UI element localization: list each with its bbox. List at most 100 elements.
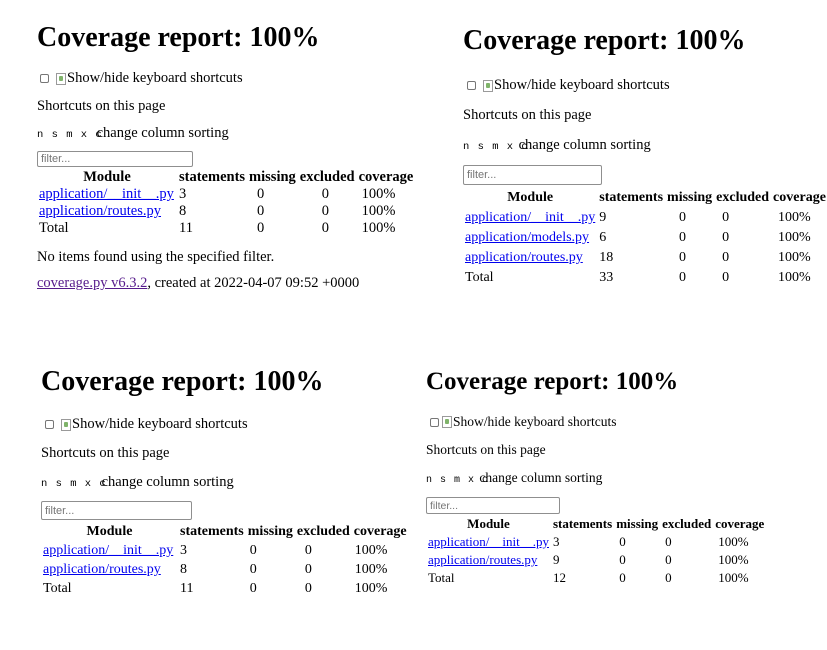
col-coverage[interactable]: coverage [358, 169, 414, 185]
total-statements: 12 [552, 570, 566, 585]
sort-label: change column sorting [518, 137, 651, 153]
module-link[interactable]: application/__init__.py [428, 534, 549, 549]
total-excluded: 0 [304, 581, 312, 596]
module-cell: application/routes.py [37, 203, 177, 220]
module-link[interactable]: application/models.py [465, 230, 590, 245]
table-header-row: Module statements missing excluded cover… [37, 169, 415, 186]
col-module[interactable]: Module [86, 524, 133, 539]
table-header-row: Module statements missing excluded cover… [426, 515, 766, 533]
col-excluded[interactable]: excluded [662, 516, 712, 531]
col-module[interactable]: Module [83, 169, 131, 185]
shortcuts-heading: Shortcuts on this page [37, 98, 166, 114]
col-missing[interactable]: missing [616, 516, 659, 531]
shortcuts-heading: Shortcuts on this page [426, 442, 546, 457]
coverage-table: Module statements missing excluded cover… [37, 169, 415, 237]
statements-cell: 3 [552, 534, 560, 549]
total-excluded: 0 [665, 570, 672, 585]
table-row: application/routes.py 18 0 0 100% [463, 248, 827, 268]
filter-input[interactable]: filter... [463, 165, 602, 185]
excluded-cell: 0 [722, 210, 730, 225]
statements-cell: 9 [552, 552, 560, 567]
module-link[interactable]: application/__init__.py [465, 210, 596, 225]
total-row: Total 33 0 0 100% [463, 268, 827, 288]
module-cell: application/routes.py [463, 248, 597, 268]
col-excluded[interactable]: excluded [299, 169, 355, 185]
total-missing: 0 [249, 581, 257, 596]
keyboard-icon [442, 416, 452, 428]
filter-input[interactable]: filter... [37, 151, 193, 167]
col-statements[interactable]: statements [552, 516, 613, 531]
statements-cell: 3 [180, 543, 187, 558]
excluded-cell: 0 [304, 562, 312, 577]
shortcuts-heading: Shortcuts on this page [41, 445, 170, 461]
col-excluded[interactable]: excluded [296, 524, 350, 539]
total-statements: 11 [180, 581, 194, 596]
module-link[interactable]: application/__init__.py [39, 186, 174, 202]
module-cell: application/__init__.py [426, 533, 551, 551]
coverage-table: Module statements missing excluded cover… [426, 515, 766, 587]
module-link[interactable]: application/routes.py [43, 562, 161, 577]
coverage-table: Module statements missing excluded cover… [41, 522, 409, 598]
total-coverage: 100% [778, 270, 811, 285]
total-excluded: 0 [321, 220, 330, 236]
shortcuts-checkbox[interactable] [430, 417, 439, 427]
module-link[interactable]: application/routes.py [39, 203, 162, 219]
shortcuts-toggle[interactable]: Show/hide keyboard shortcuts [40, 70, 415, 87]
table-header-row: Module statements missing excluded cover… [463, 188, 827, 208]
filter-input[interactable]: filter... [426, 497, 560, 514]
coverage-py-link[interactable]: coverage.py v6.3.2 [37, 275, 148, 291]
col-module[interactable]: Module [507, 190, 554, 205]
total-statements: 33 [599, 270, 614, 285]
module-link[interactable]: application/__init__.py [43, 543, 174, 558]
col-statements[interactable]: statements [179, 169, 246, 185]
col-coverage[interactable]: coverage [353, 524, 407, 539]
col-statements[interactable]: statements [180, 524, 244, 539]
col-missing[interactable]: missing [249, 169, 296, 185]
coverage-report-panel-4: Coverage report: 100% Show/hide keyboard… [426, 369, 766, 587]
table-row: application/__init__.py 3 0 0 100% [37, 186, 415, 203]
col-missing[interactable]: missing [247, 524, 293, 539]
module-link[interactable]: application/routes.py [465, 250, 583, 265]
coverage-report-panel-3: Coverage report: 100% Show/hide keyboard… [41, 368, 409, 598]
filter-input[interactable]: filter... [41, 501, 192, 520]
total-row: Total 12 0 0 100% [426, 569, 766, 587]
shortcuts-checkbox[interactable] [45, 420, 54, 429]
col-module[interactable]: Module [467, 516, 510, 531]
shortcuts-toggle-label: Show/hide keyboard shortcuts [453, 414, 617, 429]
col-missing[interactable]: missing [667, 190, 713, 205]
total-statements: 11 [179, 220, 193, 236]
col-statements[interactable]: statements [599, 190, 664, 205]
coverage-report-panel-1: Coverage report: 100% Show/hide keyboard… [37, 24, 415, 292]
coverage-cell: 100% [778, 250, 811, 265]
shortcuts-checkbox[interactable] [467, 81, 476, 90]
missing-cell: 0 [619, 552, 626, 567]
sort-keys: n s m x c [463, 141, 529, 153]
statements-cell: 18 [599, 250, 614, 265]
report-title: Coverage report: 100% [463, 25, 746, 56]
sort-shortcut-row: n s m x c change column sorting [463, 137, 827, 154]
shortcuts-toggle-label: Show/hide keyboard shortcuts [494, 77, 670, 93]
sort-shortcut-row: n s m x c change column sorting [37, 125, 415, 142]
col-coverage[interactable]: coverage [715, 516, 765, 531]
missing-cell: 0 [257, 186, 265, 202]
shortcuts-toggle[interactable]: Show/hide keyboard shortcuts [467, 77, 827, 94]
module-link[interactable]: application/routes.py [428, 552, 538, 567]
total-coverage: 100% [354, 581, 388, 596]
shortcuts-checkbox[interactable] [40, 74, 49, 83]
sort-label: change column sorting [96, 125, 229, 141]
shortcuts-toggle[interactable]: Show/hide keyboard shortcuts [430, 414, 766, 430]
missing-cell: 0 [249, 562, 257, 577]
coverage-cell: 100% [361, 203, 396, 219]
coverage-cell: 100% [778, 230, 811, 245]
total-coverage: 100% [361, 220, 396, 236]
module-cell: application/routes.py [426, 551, 551, 569]
table-row: application/__init__.py 3 0 0 100% [426, 533, 766, 551]
col-coverage[interactable]: coverage [773, 190, 826, 205]
col-excluded[interactable]: excluded [716, 190, 770, 205]
coverage-cell: 100% [354, 562, 388, 577]
sort-shortcut-row: n s m x c change column sorting [426, 470, 766, 486]
total-label: Total [39, 220, 69, 236]
shortcuts-toggle[interactable]: Show/hide keyboard shortcuts [45, 416, 409, 433]
total-missing: 0 [619, 570, 626, 585]
excluded-cell: 0 [665, 552, 672, 567]
